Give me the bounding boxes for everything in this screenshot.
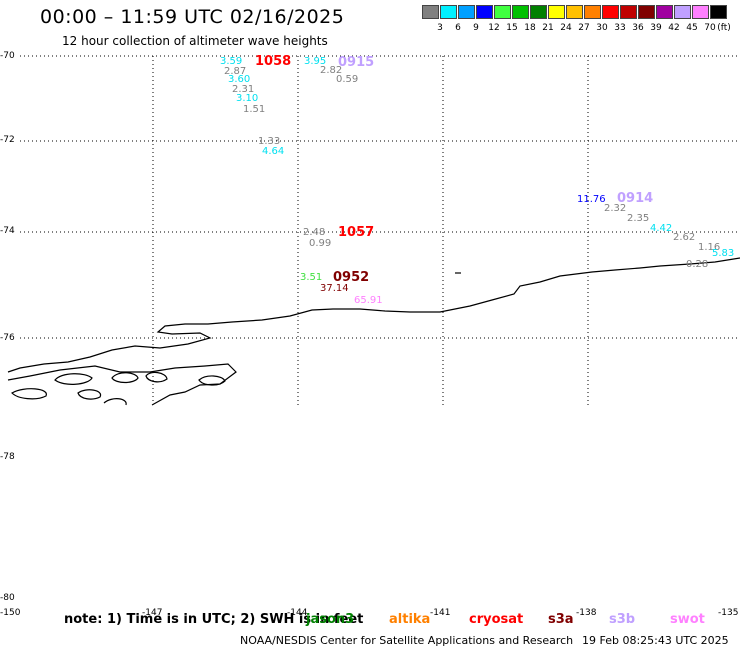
legend-swatch <box>458 5 475 19</box>
legend-label: 15 <box>506 23 518 33</box>
legend-swatch <box>494 5 511 19</box>
legend-swatch <box>422 5 439 19</box>
lat-label: -74 <box>0 226 15 236</box>
wave-height-value: 3.10 <box>236 93 259 104</box>
legend-label: 3 <box>437 23 443 33</box>
graticule <box>20 55 740 405</box>
wave-height-value: 0.28 <box>686 259 709 270</box>
pass-time-label: 0915 <box>338 55 375 70</box>
wave-height-value: 2.31 <box>232 84 255 95</box>
wave-height-value: 0.99 <box>309 238 332 249</box>
legend-label: 30 <box>596 23 608 33</box>
legend-swatch <box>530 5 547 19</box>
satellite-legend-item: cryosat <box>469 612 524 627</box>
legend-unit: (ft) <box>717 23 731 33</box>
legend-label: 24 <box>560 23 572 33</box>
legend-swatch <box>512 5 529 19</box>
wave-height-value: 5.83 <box>712 248 735 259</box>
island <box>54 373 93 385</box>
island <box>111 372 139 384</box>
wave-height-value: 4.64 <box>262 146 285 157</box>
lon-label: -144 <box>287 608 308 618</box>
legend-swatch <box>692 5 709 19</box>
ice-shelf-edge <box>7 257 740 373</box>
legend-swatch <box>548 5 565 19</box>
legend-swatch <box>710 5 727 19</box>
legend-label: 33 <box>614 23 626 33</box>
legend-swatch <box>674 5 691 19</box>
wave-height-value: 1.51 <box>243 104 266 115</box>
pass-time-label: 0914 <box>617 191 654 206</box>
footer-note: note: 1) Time is in UTC; 2) SWH is in fe… <box>64 612 364 627</box>
legend-swatch <box>440 5 457 19</box>
legend-swatch <box>584 5 601 19</box>
legend-label: 36 <box>632 23 644 33</box>
lon-label: -141 <box>430 608 451 618</box>
legend-label: 27 <box>578 23 590 33</box>
satellite-legend-item: swot <box>670 612 705 627</box>
wave-height-value: 2.32 <box>604 203 627 214</box>
pass-time-label: 0952 <box>333 270 370 285</box>
lat-label: -80 <box>0 593 15 603</box>
wave-height-value: 2.48 <box>303 227 326 238</box>
lat-label: -70 <box>0 51 15 61</box>
wave-height-value: 1.16 <box>698 242 721 253</box>
satellite-legend-item: altika <box>389 612 431 627</box>
legend-swatch <box>566 5 583 19</box>
legend-swatch <box>476 5 493 19</box>
legend-label: 70 <box>704 23 716 33</box>
legend-label: 42 <box>668 23 680 33</box>
pass-time-label: 1057 <box>338 225 375 240</box>
legend-swatch <box>620 5 637 19</box>
chart-title: 00:00 – 11:59 UTC 02/16/2025 <box>40 6 345 28</box>
legend-swatch <box>602 5 619 19</box>
lat-label: -72 <box>0 135 15 145</box>
legend-label: 39 <box>650 23 662 33</box>
lat-label: -76 <box>0 333 15 343</box>
legend-label: 45 <box>686 23 698 33</box>
lat-label: -78 <box>0 452 15 462</box>
wave-height-value: 37.14 <box>320 283 349 294</box>
legend-swatch <box>656 5 673 19</box>
lon-label: -150 <box>0 608 21 618</box>
credit-line: NOAA/NESDIS Center for Satellite Applica… <box>240 634 574 647</box>
wave-height-value: 2.82 <box>320 65 343 76</box>
satellite-legend-item: jason3 <box>306 612 355 627</box>
lon-label: -147 <box>142 608 163 618</box>
legend-label: 12 <box>488 23 500 33</box>
wave-height-value: 11.76 <box>577 194 606 205</box>
wave-height-value: 2.62 <box>673 232 696 243</box>
wave-height-value: 2.87 <box>224 66 247 77</box>
island <box>103 398 127 406</box>
wave-height-value: 3.60 <box>228 74 251 85</box>
satellite-legend-item: s3a <box>548 612 574 627</box>
legend-label: 6 <box>455 23 461 33</box>
wave-height-color-legend: 3 6 9 12 15 18 21 24 27 30 33 36 39 42 45 70 (ft) <box>422 5 731 38</box>
lon-label: -138 <box>576 608 597 618</box>
wave-height-value: 1.33 <box>258 136 281 147</box>
generated-timestamp: 19 Feb 08:25:43 UTC 2025 <box>582 634 729 647</box>
legend-label: 9 <box>473 23 479 33</box>
island <box>11 388 47 400</box>
island <box>77 389 102 400</box>
wave-height-value: 2.35 <box>627 213 650 224</box>
lon-label: -135 <box>718 608 739 618</box>
pass-time-label: 1058 <box>255 54 292 69</box>
legend-label: 18 <box>524 23 536 33</box>
legend-swatch <box>638 5 655 19</box>
island <box>198 375 226 386</box>
chart-subtitle: 12 hour collection of altimeter wave hei… <box>62 34 328 48</box>
coastline <box>7 257 740 406</box>
satellite-legend-item: s3b <box>609 612 636 627</box>
coast-contour <box>7 363 237 406</box>
wave-height-value: 3.51 <box>300 272 323 283</box>
legend-label: 21 <box>542 23 554 33</box>
wave-height-value: 0.59 <box>336 74 359 85</box>
wave-height-value: 65.91 <box>354 295 383 306</box>
wave-height-value: 3.59 <box>220 56 243 67</box>
island <box>145 371 168 383</box>
wave-height-value: 4.42 <box>650 223 673 234</box>
wave-height-value: 3.95 <box>304 56 327 67</box>
